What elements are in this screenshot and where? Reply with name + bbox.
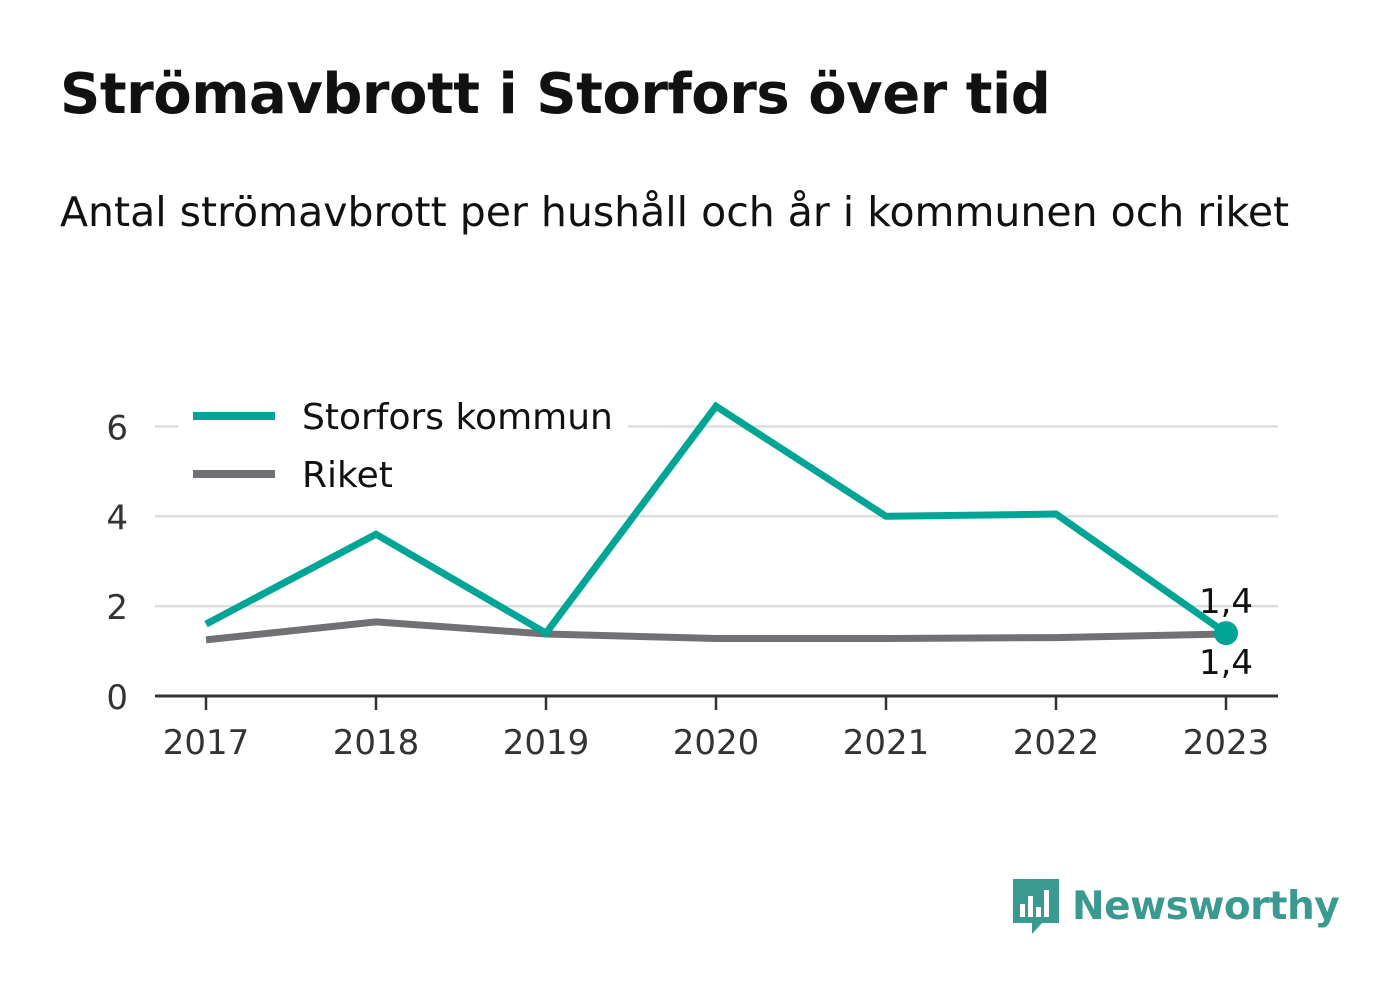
series-lines [204, 401, 1238, 646]
chat-bar-chart-icon [1013, 879, 1059, 934]
x-tick-label-2020: 2020 [673, 723, 760, 763]
x-axis: 2017 2018 2019 2020 2021 2022 2023 [155, 694, 1278, 763]
chart-title: Strömavbrott i Storfors över tid [60, 62, 1051, 127]
series-line-0 [204, 401, 1229, 638]
data-label-1: 1,4 [1199, 643, 1253, 683]
newsworthy-logo: Newsworthy [1010, 876, 1340, 936]
y-tick-label-6: 6 [106, 408, 128, 448]
data-label-0: 1,4 [1199, 582, 1253, 622]
legend-label-1: Riket [302, 455, 393, 496]
y-tick-label-0: 0 [106, 678, 128, 718]
annotations: 1,4 1,4 [1199, 582, 1253, 683]
x-tick-label-2021: 2021 [843, 723, 930, 763]
end-marker [1214, 621, 1238, 646]
brand-name: Newsworthy [1072, 883, 1340, 929]
x-tick-label-2023: 2023 [1183, 723, 1270, 763]
legend: Storfors kommun Riket [178, 392, 628, 502]
x-tick-label-2022: 2022 [1013, 723, 1100, 763]
x-tick-label-2018: 2018 [333, 723, 420, 763]
series-line-1 [205, 618, 1227, 644]
y-tick-label-4: 4 [106, 498, 128, 538]
legend-background [178, 392, 628, 502]
chart-subtitle: Antal strömavbrott per hushåll och år i … [60, 188, 1290, 236]
x-tick-label-2019: 2019 [503, 723, 590, 763]
legend-label-0: Storfors kommun [302, 397, 613, 438]
x-tick-label-2017: 2017 [163, 723, 250, 763]
y-tick-label-2: 2 [106, 588, 128, 628]
y-axis-ticks: 0 2 4 6 [106, 408, 128, 718]
